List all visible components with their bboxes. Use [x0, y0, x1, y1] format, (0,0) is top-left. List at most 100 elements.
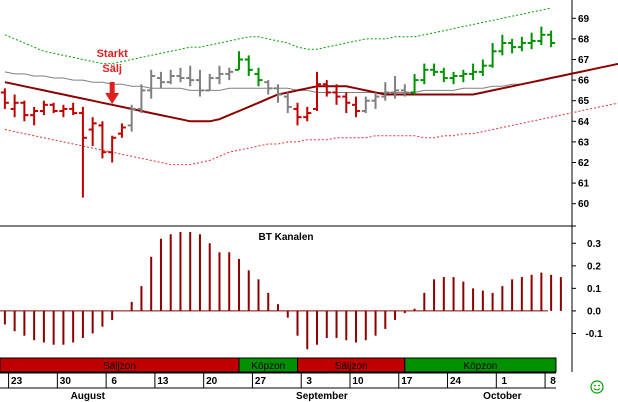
date-tick-label: 8: [550, 376, 556, 387]
ohlc-bar: [361, 96, 370, 114]
ohlc-bar: [69, 102, 78, 116]
ohlc-bar: [234, 51, 243, 71]
oscillator-y-tick-label: -0.1: [585, 329, 603, 340]
ohlc-bar: [215, 65, 224, 85]
ohlc-bar: [39, 100, 48, 116]
ohlc-bar: [420, 63, 429, 85]
ohlc-bar: [166, 69, 175, 85]
price-y-tick-label: 64: [578, 117, 590, 128]
annotation-line1: Starkt: [97, 48, 129, 60]
ohlc-bar: [352, 96, 361, 118]
zone-label: Köpzon: [251, 361, 285, 372]
date-tick-label: 10: [352, 376, 364, 387]
smiley-eye: [594, 384, 596, 387]
ohlc-bar: [137, 84, 146, 114]
ohlc-bar: [156, 71, 165, 89]
ohlc-bar: [332, 84, 341, 105]
ohlc-bar: [439, 67, 448, 83]
date-tick-label: 23: [11, 376, 23, 387]
price-y-tick-label: 63: [578, 137, 590, 148]
date-tick-label: 27: [255, 376, 267, 387]
ohlc-bar: [293, 102, 302, 126]
ohlc-bar: [547, 30, 556, 48]
ohlc-bar: [0, 88, 9, 109]
smiley-icon: [590, 380, 604, 394]
ohlc-bar: [30, 106, 39, 126]
sell-arrow-icon: [105, 93, 120, 104]
oscillator-title: BT Kanalen: [258, 232, 313, 243]
date-tick-label: 20: [206, 376, 218, 387]
date-tick-label: 3: [306, 376, 312, 387]
ohlc-bar: [498, 34, 507, 56]
date-tick-label: 13: [157, 376, 169, 387]
ohlc-bar: [381, 82, 390, 101]
date-tick-label: 30: [60, 376, 72, 387]
ohlc-bar: [127, 104, 136, 132]
oscillator-y-tick-label: 0.2: [587, 261, 601, 272]
ohlc-bar: [205, 73, 214, 92]
ohlc-bar: [254, 67, 263, 87]
ohlc-bar: [322, 80, 331, 97]
ohlc-bar: [517, 36, 526, 52]
date-tick-label: 24: [450, 376, 462, 387]
ohlc-bar: [508, 38, 517, 54]
oscillator-y-tick-label: 0.1: [587, 284, 601, 295]
ohlc-bar: [283, 92, 292, 114]
ohlc-bar: [88, 117, 97, 147]
ohlc-bar: [117, 123, 126, 138]
ohlc-bar: [49, 102, 58, 114]
ohlc-bar: [342, 92, 351, 114]
ohlc-bar: [98, 121, 107, 159]
indicator-line-3: [4, 102, 618, 166]
ohlc-bar: [449, 71, 458, 85]
ohlc-bar: [459, 69, 468, 83]
ohlc-bar: [59, 104, 68, 118]
ohlc-bar: [147, 69, 156, 99]
ohlc-bar: [478, 59, 487, 76]
price-y-tick-label: 65: [578, 96, 590, 107]
price-y-tick-label: 61: [578, 179, 590, 190]
price-y-tick-label: 62: [578, 158, 590, 169]
ohlc-bar: [400, 84, 409, 97]
ohlc-bar: [488, 43, 497, 68]
zone-label: Säljzon: [335, 361, 368, 372]
date-tick-label: 1: [502, 376, 508, 387]
ohlc-bar: [527, 32, 536, 50]
indicator-line-0: [4, 7, 552, 65]
ohlc-bar: [225, 67, 234, 81]
smiley-face: [590, 380, 604, 394]
ohlc-bar: [195, 69, 204, 97]
ohlc-bar: [430, 63, 439, 76]
price-y-tick-label: 67: [578, 55, 590, 66]
annotation-line2: Sälj: [102, 63, 122, 75]
ohlc-bar: [303, 106, 312, 122]
month-label: August: [71, 391, 106, 402]
smiley-eye: [598, 384, 600, 387]
ohlc-bar: [537, 26, 546, 46]
ohlc-bar: [469, 63, 478, 81]
date-tick-label: 17: [401, 376, 413, 387]
price-y-tick-label: 69: [578, 14, 590, 25]
price-y-tick-label: 68: [578, 34, 590, 45]
smiley-mouth: [593, 388, 601, 391]
price-y-tick-label: 66: [578, 76, 590, 87]
ohlc-bar: [371, 92, 380, 109]
ohlc-bar: [313, 71, 322, 111]
oscillator-y-tick-label: 0.0: [587, 306, 601, 317]
ohlc-bar: [78, 106, 87, 198]
oscillator-y-tick-label: 0.3: [587, 239, 601, 250]
ohlc-bar: [244, 55, 253, 76]
ohlc-bar: [10, 94, 19, 118]
ohlc-bar: [176, 67, 185, 83]
ohlc-bar: [391, 75, 400, 99]
ohlc-bar: [186, 65, 195, 87]
zone-label: Säljzon: [103, 361, 136, 372]
date-tick-label: 6: [111, 376, 117, 387]
ohlc-bar: [108, 135, 117, 163]
ohlc-bar: [274, 84, 282, 103]
month-label: September: [296, 391, 348, 402]
zone-label: Köpzon: [463, 361, 497, 372]
ohlc-bar: [264, 80, 273, 95]
ohlc-bar: [410, 73, 419, 95]
